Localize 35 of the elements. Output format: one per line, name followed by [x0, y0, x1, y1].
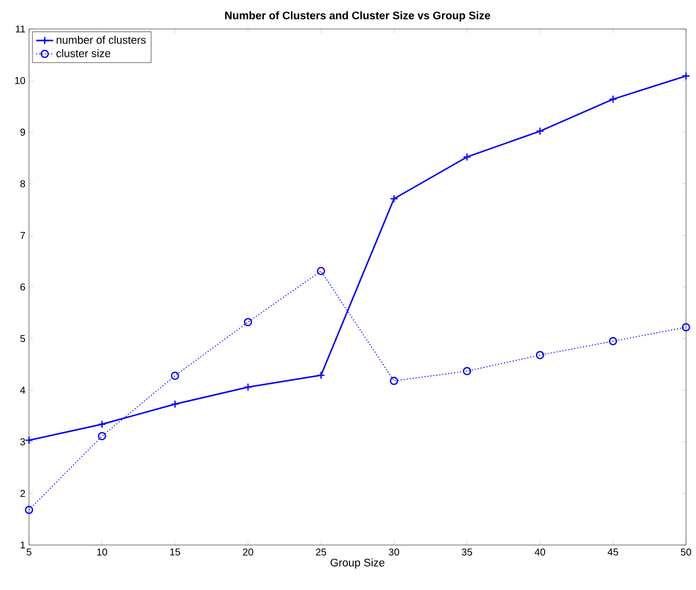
x-tick-label: 5	[26, 548, 32, 556]
legend-label: cluster size	[56, 49, 110, 58]
point	[608, 337, 618, 346]
point	[316, 266, 326, 276]
point	[536, 350, 544, 360]
y-tick-label: 8	[20, 180, 26, 188]
y-tick-label: 6	[20, 283, 26, 291]
y-tick-label: 4	[20, 386, 26, 394]
point	[462, 366, 472, 376]
x-tick-label: 10	[97, 548, 108, 556]
x-tick-label: 45	[608, 548, 618, 556]
y-tick-label: 2	[20, 490, 25, 497]
point	[98, 432, 106, 440]
x-tick-label: 15	[170, 548, 180, 556]
x-tick-label: 20	[242, 548, 254, 556]
y-tick-label: 7	[20, 232, 25, 239]
point	[682, 323, 690, 332]
y-tick-label: 10	[15, 77, 26, 84]
y-tick-label: 9	[20, 128, 26, 136]
y-tick-label: 11	[16, 26, 25, 32]
legend-label: number of clusters	[56, 36, 146, 44]
y-tick-label: 1	[20, 542, 25, 548]
chart-title: Number of Clusters and Cluster Size vs Group Size	[225, 11, 490, 22]
y-tick-label: 3	[20, 438, 26, 446]
point	[244, 318, 252, 326]
point	[24, 506, 34, 514]
x-tick-label: 25	[316, 548, 326, 556]
y-tick-label: 5	[20, 335, 26, 342]
point	[390, 376, 398, 386]
x-tick-label: 50	[680, 548, 692, 556]
x-tick-label: 35	[462, 548, 472, 556]
x-tick-label: 30	[388, 548, 400, 556]
x-axis-title: Group Size	[330, 558, 384, 569]
point	[170, 372, 180, 380]
x-tick-label: 40	[534, 548, 546, 556]
